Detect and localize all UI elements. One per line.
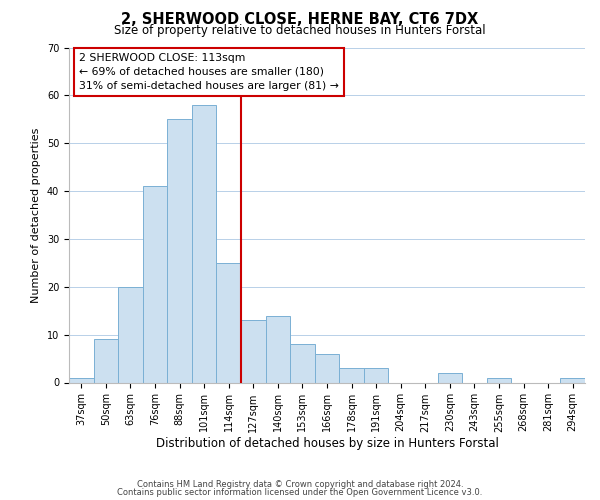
Bar bbox=[437, 373, 462, 382]
Text: Contains public sector information licensed under the Open Government Licence v3: Contains public sector information licen… bbox=[118, 488, 482, 497]
Bar bbox=[192, 105, 217, 382]
Bar bbox=[69, 378, 94, 382]
Bar bbox=[217, 263, 241, 382]
Bar bbox=[560, 378, 585, 382]
Text: Contains HM Land Registry data © Crown copyright and database right 2024.: Contains HM Land Registry data © Crown c… bbox=[137, 480, 463, 489]
Text: Size of property relative to detached houses in Hunters Forstal: Size of property relative to detached ho… bbox=[114, 24, 486, 37]
Text: 2 SHERWOOD CLOSE: 113sqm
← 69% of detached houses are smaller (180)
31% of semi-: 2 SHERWOOD CLOSE: 113sqm ← 69% of detach… bbox=[79, 52, 339, 92]
Bar bbox=[94, 340, 118, 382]
Bar bbox=[118, 287, 143, 382]
Bar bbox=[339, 368, 364, 382]
Bar bbox=[266, 316, 290, 382]
Bar bbox=[364, 368, 388, 382]
Bar bbox=[143, 186, 167, 382]
Bar bbox=[315, 354, 339, 382]
Bar bbox=[167, 120, 192, 382]
Text: 2, SHERWOOD CLOSE, HERNE BAY, CT6 7DX: 2, SHERWOOD CLOSE, HERNE BAY, CT6 7DX bbox=[121, 12, 479, 28]
Y-axis label: Number of detached properties: Number of detached properties bbox=[31, 128, 41, 302]
Bar bbox=[487, 378, 511, 382]
Bar bbox=[290, 344, 315, 383]
Bar bbox=[241, 320, 266, 382]
X-axis label: Distribution of detached houses by size in Hunters Forstal: Distribution of detached houses by size … bbox=[155, 438, 499, 450]
